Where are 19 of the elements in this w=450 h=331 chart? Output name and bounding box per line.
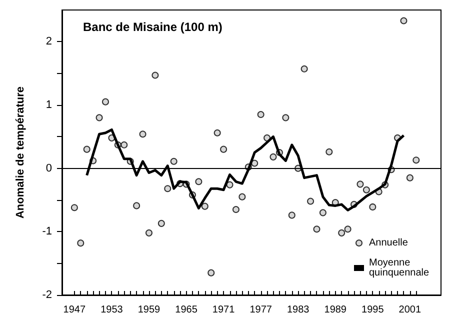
x-tick-label: 1953 xyxy=(100,304,124,316)
x-tick-label: 1947 xyxy=(63,304,86,316)
text: Banc de Misaine (100 m) xyxy=(83,20,222,34)
y-tick-label: 0 xyxy=(46,162,52,174)
legend-label: Moyenne quinquennale xyxy=(369,258,430,278)
x-tick-label: 1971 xyxy=(212,304,236,316)
x-tick-label: 1959 xyxy=(138,304,161,316)
legend-label: Annuelle xyxy=(369,238,408,248)
x-tick-label: 1983 xyxy=(286,304,310,316)
x-tick-label: 1989 xyxy=(324,304,347,316)
y-tick-label: 1 xyxy=(46,99,52,111)
y-tick-label: -2 xyxy=(42,289,52,301)
x-tick-label: 2001 xyxy=(398,304,422,316)
x-tick-label: 1977 xyxy=(250,304,272,316)
y-tick-label: -1 xyxy=(42,226,52,238)
x-tick-label: 1965 xyxy=(175,304,198,316)
x-tick-label: 1995 xyxy=(362,304,384,316)
y-axis-title: Anomalie de température xyxy=(14,86,26,219)
y-tick-label: 2 xyxy=(46,36,52,48)
